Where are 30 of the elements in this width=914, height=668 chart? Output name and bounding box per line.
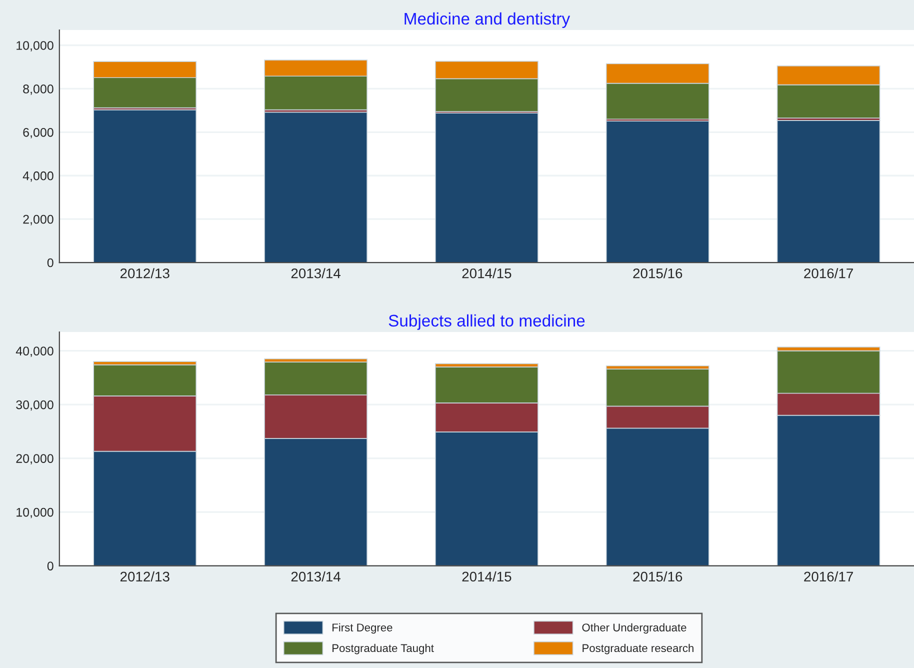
y-tick-label: 2,000 bbox=[23, 214, 54, 226]
x-tick-label: 2015/16 bbox=[633, 268, 682, 278]
x-tick-label: 2014/15 bbox=[462, 268, 512, 278]
y-tick-label: 10,000 bbox=[16, 508, 54, 518]
x-tick-label: 2015/16 bbox=[633, 571, 682, 582]
legend-label: Postgraduate Taught bbox=[332, 644, 434, 654]
x-tick-label: 2014/15 bbox=[462, 571, 512, 582]
x-tick-label: 2012/13 bbox=[120, 571, 170, 582]
legend-label: First Degree bbox=[332, 623, 392, 634]
y-tick-label: 0 bbox=[47, 258, 54, 268]
chart-title: Medicine and dentistry bbox=[404, 12, 570, 28]
y-tick-label: 4,000 bbox=[22, 171, 54, 182]
bar bbox=[606, 120, 710, 263]
x-tick-label: 2013/14 bbox=[291, 268, 340, 278]
x-tick-label: 2016/17 bbox=[804, 268, 853, 278]
x-tick-label: 2016/17 bbox=[804, 571, 853, 582]
y-tick-label: 8,000 bbox=[23, 84, 54, 95]
bar bbox=[776, 120, 880, 263]
y-tick-label: 20,000 bbox=[16, 454, 54, 464]
chart-title: Subjects allied to medicine bbox=[388, 314, 585, 330]
x-tick-label: 2012/13 bbox=[120, 268, 170, 278]
y-tick-label: 40,000 bbox=[16, 346, 54, 357]
y-tick-label: 0 bbox=[47, 562, 54, 570]
legend-label: Other Undergraduate bbox=[582, 623, 686, 634]
x-tick-label: 2013/14 bbox=[291, 571, 340, 582]
y-tick-label: 6,000 bbox=[23, 128, 54, 138]
legend-label: Postgraduate research bbox=[582, 644, 694, 654]
y-tick-label: 30,000 bbox=[16, 400, 54, 411]
y-tick-label: 10,000 bbox=[16, 41, 54, 52]
bar bbox=[264, 112, 368, 263]
